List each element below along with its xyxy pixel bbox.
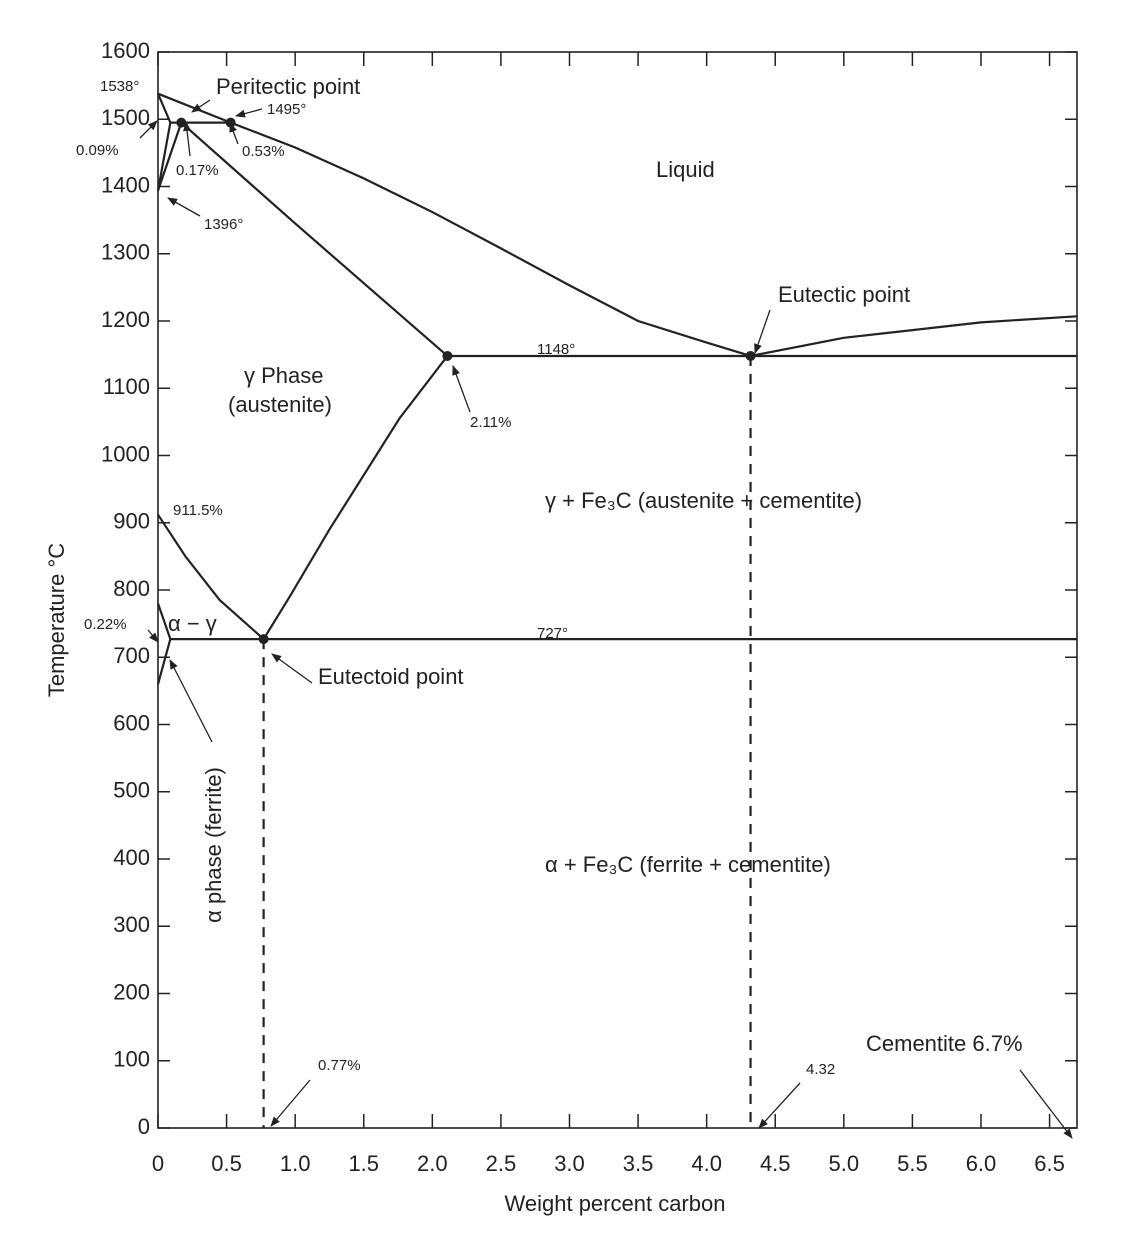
x-tick-label: 1.5 (348, 1151, 379, 1176)
y-tick-label: 700 (113, 643, 150, 668)
point (176, 117, 187, 128)
x-tick-label: 6.0 (966, 1151, 997, 1176)
phase-boundary (156, 603, 172, 685)
annotation: 0.09% (76, 142, 119, 159)
x-tick-label: 0.5 (211, 1151, 242, 1176)
annotation: Liquid (656, 157, 715, 182)
x-tick-label: 5.5 (897, 1151, 928, 1176)
x-tick-label: 5.0 (829, 1151, 860, 1176)
plot-frame (157, 51, 1078, 1129)
phase-boundary (180, 121, 449, 357)
annotation: α phase (ferrite) (201, 767, 226, 923)
x-tick-label: 2.5 (486, 1151, 517, 1176)
y-tick-label: 600 (113, 710, 150, 735)
y-tick-label: 900 (113, 509, 150, 534)
phase-boundary (156, 93, 172, 191)
annotation: 0.53% (242, 143, 285, 160)
annotation: α + Fe₃C (ferrite + cementite) (545, 852, 831, 877)
annotation: γ Phase (244, 363, 324, 388)
point (258, 634, 269, 645)
x-tick-label: 6.5 (1034, 1151, 1065, 1176)
x-axis-label: Weight percent carbon (505, 1191, 726, 1216)
annotation: (austenite) (228, 392, 332, 417)
point (225, 117, 236, 128)
annotation: 727° (537, 625, 568, 642)
annotation: 1148° (537, 341, 575, 358)
x-tick-label: 4.0 (691, 1151, 722, 1176)
y-tick-label: 1000 (101, 441, 150, 466)
y-tick-label: 1100 (103, 374, 150, 399)
x-tick-label: 0 (152, 1151, 164, 1176)
y-tick-label: 300 (113, 912, 150, 937)
x-tick-label: 2.0 (417, 1151, 448, 1176)
y-tick-label: 1400 (101, 172, 150, 197)
annotation: Peritectic point (216, 74, 360, 99)
y-tick-label: 0 (138, 1114, 150, 1139)
y-tick-label: 400 (113, 845, 150, 870)
annotation: Eutectoid point (318, 664, 464, 689)
y-tick-label: 1500 (101, 105, 150, 130)
y-tick-label: 100 (113, 1047, 150, 1072)
annotation: Eutectic point (778, 282, 910, 307)
x-tick-label: 3.0 (554, 1151, 585, 1176)
annotation: γ + Fe₃C (austenite + cementite) (545, 488, 862, 513)
x-tick-label: 4.5 (760, 1151, 791, 1176)
annotation: 0.22% (84, 616, 127, 633)
annotation: 2.11% (470, 414, 511, 431)
annotation: 1396° (204, 216, 243, 233)
annotation: 0.17% (176, 162, 219, 179)
annotation: α − γ (168, 611, 217, 636)
phase-boundary (156, 122, 183, 191)
y-tick-label: 800 (113, 576, 150, 601)
y-tick-label: 1600 (101, 38, 150, 63)
x-tick-label: 1.0 (280, 1151, 311, 1176)
annotation: 0.77% (318, 1057, 361, 1074)
point (745, 350, 756, 361)
phase-boundary (157, 92, 751, 358)
phase-boundary (750, 315, 1078, 358)
x-tick-label: 3.5 (623, 1151, 654, 1176)
annotation: 4.32 (806, 1061, 835, 1078)
annotation: 911.5% (173, 502, 223, 519)
annotation: Cementite 6.7% (866, 1031, 1023, 1056)
point (442, 350, 453, 361)
y-tick-label: 1200 (101, 307, 150, 332)
y-tick-label: 500 (113, 778, 150, 803)
annotation: 1538° (100, 78, 139, 95)
arrows (139, 99, 1073, 1139)
y-tick-label: 1300 (101, 240, 150, 265)
phase-boundary (157, 514, 265, 640)
y-tick-label: 200 (113, 979, 150, 1004)
phase-boundary (262, 355, 449, 640)
annotation: 1495° (267, 101, 306, 118)
y-axis-label: Temperature °C (44, 543, 69, 697)
